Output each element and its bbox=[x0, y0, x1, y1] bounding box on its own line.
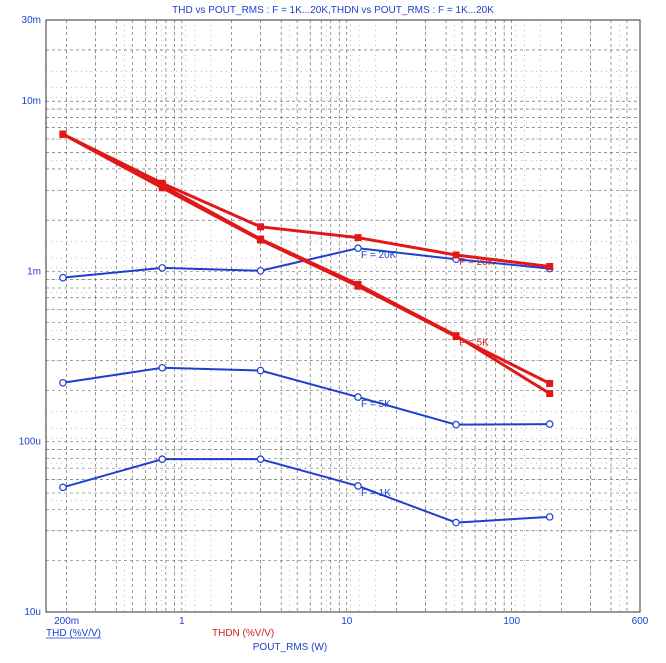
thd-point bbox=[452, 518, 460, 527]
y-tick-labels: 10u 100u 1m 10m 30m bbox=[19, 15, 41, 618]
x-tick-label: 10 bbox=[341, 616, 353, 627]
thd-point bbox=[59, 273, 67, 282]
thd-point bbox=[59, 378, 67, 387]
thdn-point bbox=[257, 236, 265, 244]
thd-point bbox=[452, 420, 460, 429]
thd-point bbox=[256, 455, 265, 463]
x-tick-label: 600 bbox=[632, 616, 649, 627]
x-tick-label: 200m bbox=[54, 616, 79, 627]
x-tick-labels: 200m 1 10 100 600 bbox=[54, 616, 649, 627]
thd-point bbox=[545, 513, 554, 521]
plot-frame bbox=[45, 19, 641, 613]
chart-title: THD vs POUT_RMS : F = 1K...20K,THDN vs P… bbox=[172, 5, 494, 16]
thd-point bbox=[256, 266, 265, 275]
thd-point bbox=[256, 366, 265, 375]
thdn-point bbox=[354, 234, 362, 242]
thdn-series-line bbox=[62, 132, 551, 385]
thdn-point bbox=[546, 262, 554, 270]
x-axis-label: POUT_RMS (W) bbox=[253, 642, 327, 653]
thd-series-line bbox=[62, 458, 550, 524]
legend-thdn: THDN (%V/V) bbox=[212, 628, 274, 639]
thdn-point bbox=[546, 390, 554, 398]
y-tick-label: 10m bbox=[22, 96, 41, 107]
y-tick-label: 30m bbox=[22, 15, 41, 26]
legend-thd: THD (%V/V) bbox=[46, 628, 101, 639]
thd-point bbox=[158, 455, 167, 463]
series-label: F = 20K bbox=[361, 250, 397, 261]
thd-point bbox=[59, 483, 67, 492]
thdn-point bbox=[158, 184, 166, 192]
thdn-point bbox=[452, 251, 460, 259]
thd-point bbox=[354, 482, 362, 490]
thd-series-line bbox=[62, 247, 550, 279]
thd-point bbox=[158, 363, 167, 372]
thd-series-line bbox=[62, 366, 550, 426]
thdn-point bbox=[354, 282, 362, 290]
thdn-point bbox=[546, 379, 554, 387]
series-layer: F = 20K F = 5K F = 1K F = 20K F = 5K bbox=[59, 130, 554, 527]
thd-point bbox=[354, 393, 362, 401]
thd-point bbox=[158, 264, 167, 272]
y-tick-label: 10u bbox=[24, 607, 41, 618]
thdn-series-line bbox=[62, 132, 550, 268]
x-tick-label: 1 bbox=[179, 616, 185, 627]
x-tick-label: 100 bbox=[503, 616, 520, 627]
thdn-point bbox=[257, 223, 265, 231]
series-label: F = 5K bbox=[459, 338, 489, 349]
series-label: F = 1K bbox=[361, 488, 391, 499]
thd-point bbox=[354, 244, 362, 253]
thdn-point bbox=[452, 333, 460, 341]
grid bbox=[46, 20, 640, 612]
series-label: F = 20K bbox=[459, 257, 495, 268]
thd-point bbox=[545, 420, 554, 428]
series-label: F = 5K bbox=[361, 399, 391, 410]
thdn-point bbox=[59, 130, 67, 138]
y-tick-label: 1m bbox=[27, 266, 41, 277]
y-tick-label: 100u bbox=[19, 437, 41, 448]
